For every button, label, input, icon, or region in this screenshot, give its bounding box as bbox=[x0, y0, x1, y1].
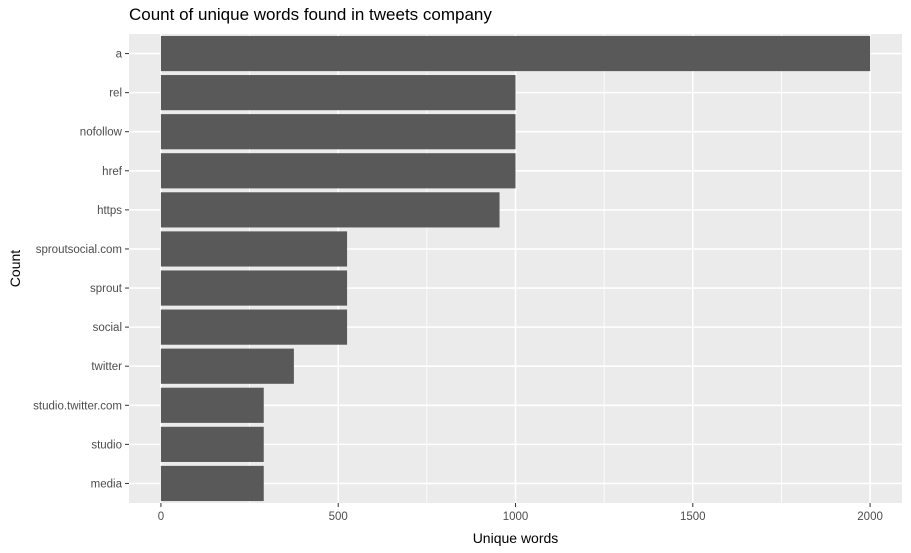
bar bbox=[160, 35, 871, 72]
bar bbox=[160, 426, 264, 462]
y-axis-title: Count bbox=[7, 250, 23, 287]
bar bbox=[160, 192, 500, 228]
bars bbox=[160, 35, 871, 502]
y-tick-label: href bbox=[102, 166, 123, 178]
x-tick-label: 2000 bbox=[857, 511, 883, 523]
bar bbox=[160, 75, 516, 111]
minor-grid bbox=[249, 34, 782, 503]
bar bbox=[160, 465, 264, 502]
y-tick-label: https bbox=[97, 205, 122, 217]
y-axis: a rel nofollow href https sproutsocial.com spr… bbox=[33, 49, 129, 490]
y-tick-label: studio.twitter.com bbox=[33, 400, 122, 412]
bar bbox=[160, 231, 348, 267]
x-axis-title: Unique words bbox=[473, 530, 559, 546]
x-tick-label: 1500 bbox=[680, 511, 706, 523]
chart-title: Count of unique words found in tweets co… bbox=[129, 5, 492, 24]
bar bbox=[160, 153, 516, 189]
y-tick-label: nofollow bbox=[80, 127, 123, 139]
y-tick-label: sprout bbox=[90, 283, 123, 295]
bar bbox=[160, 387, 264, 423]
x-tick-label: 500 bbox=[329, 511, 348, 523]
x-tick-label: 0 bbox=[158, 511, 164, 523]
x-tick-label: 1000 bbox=[503, 511, 529, 523]
y-tick-label: sproutsocial.com bbox=[36, 244, 122, 256]
y-tick-label: rel bbox=[109, 88, 122, 100]
bar bbox=[160, 114, 516, 150]
bar bbox=[160, 348, 294, 384]
y-tick-label: studio bbox=[91, 439, 122, 451]
y-tick-label: social bbox=[93, 322, 122, 334]
y-tick-label: media bbox=[91, 478, 123, 490]
y-tick-label: twitter bbox=[91, 361, 122, 373]
y-tick-label: a bbox=[116, 49, 123, 61]
x-axis: 0 500 1000 1500 2000 bbox=[158, 503, 883, 523]
bar bbox=[160, 270, 348, 306]
bar bbox=[160, 309, 348, 345]
